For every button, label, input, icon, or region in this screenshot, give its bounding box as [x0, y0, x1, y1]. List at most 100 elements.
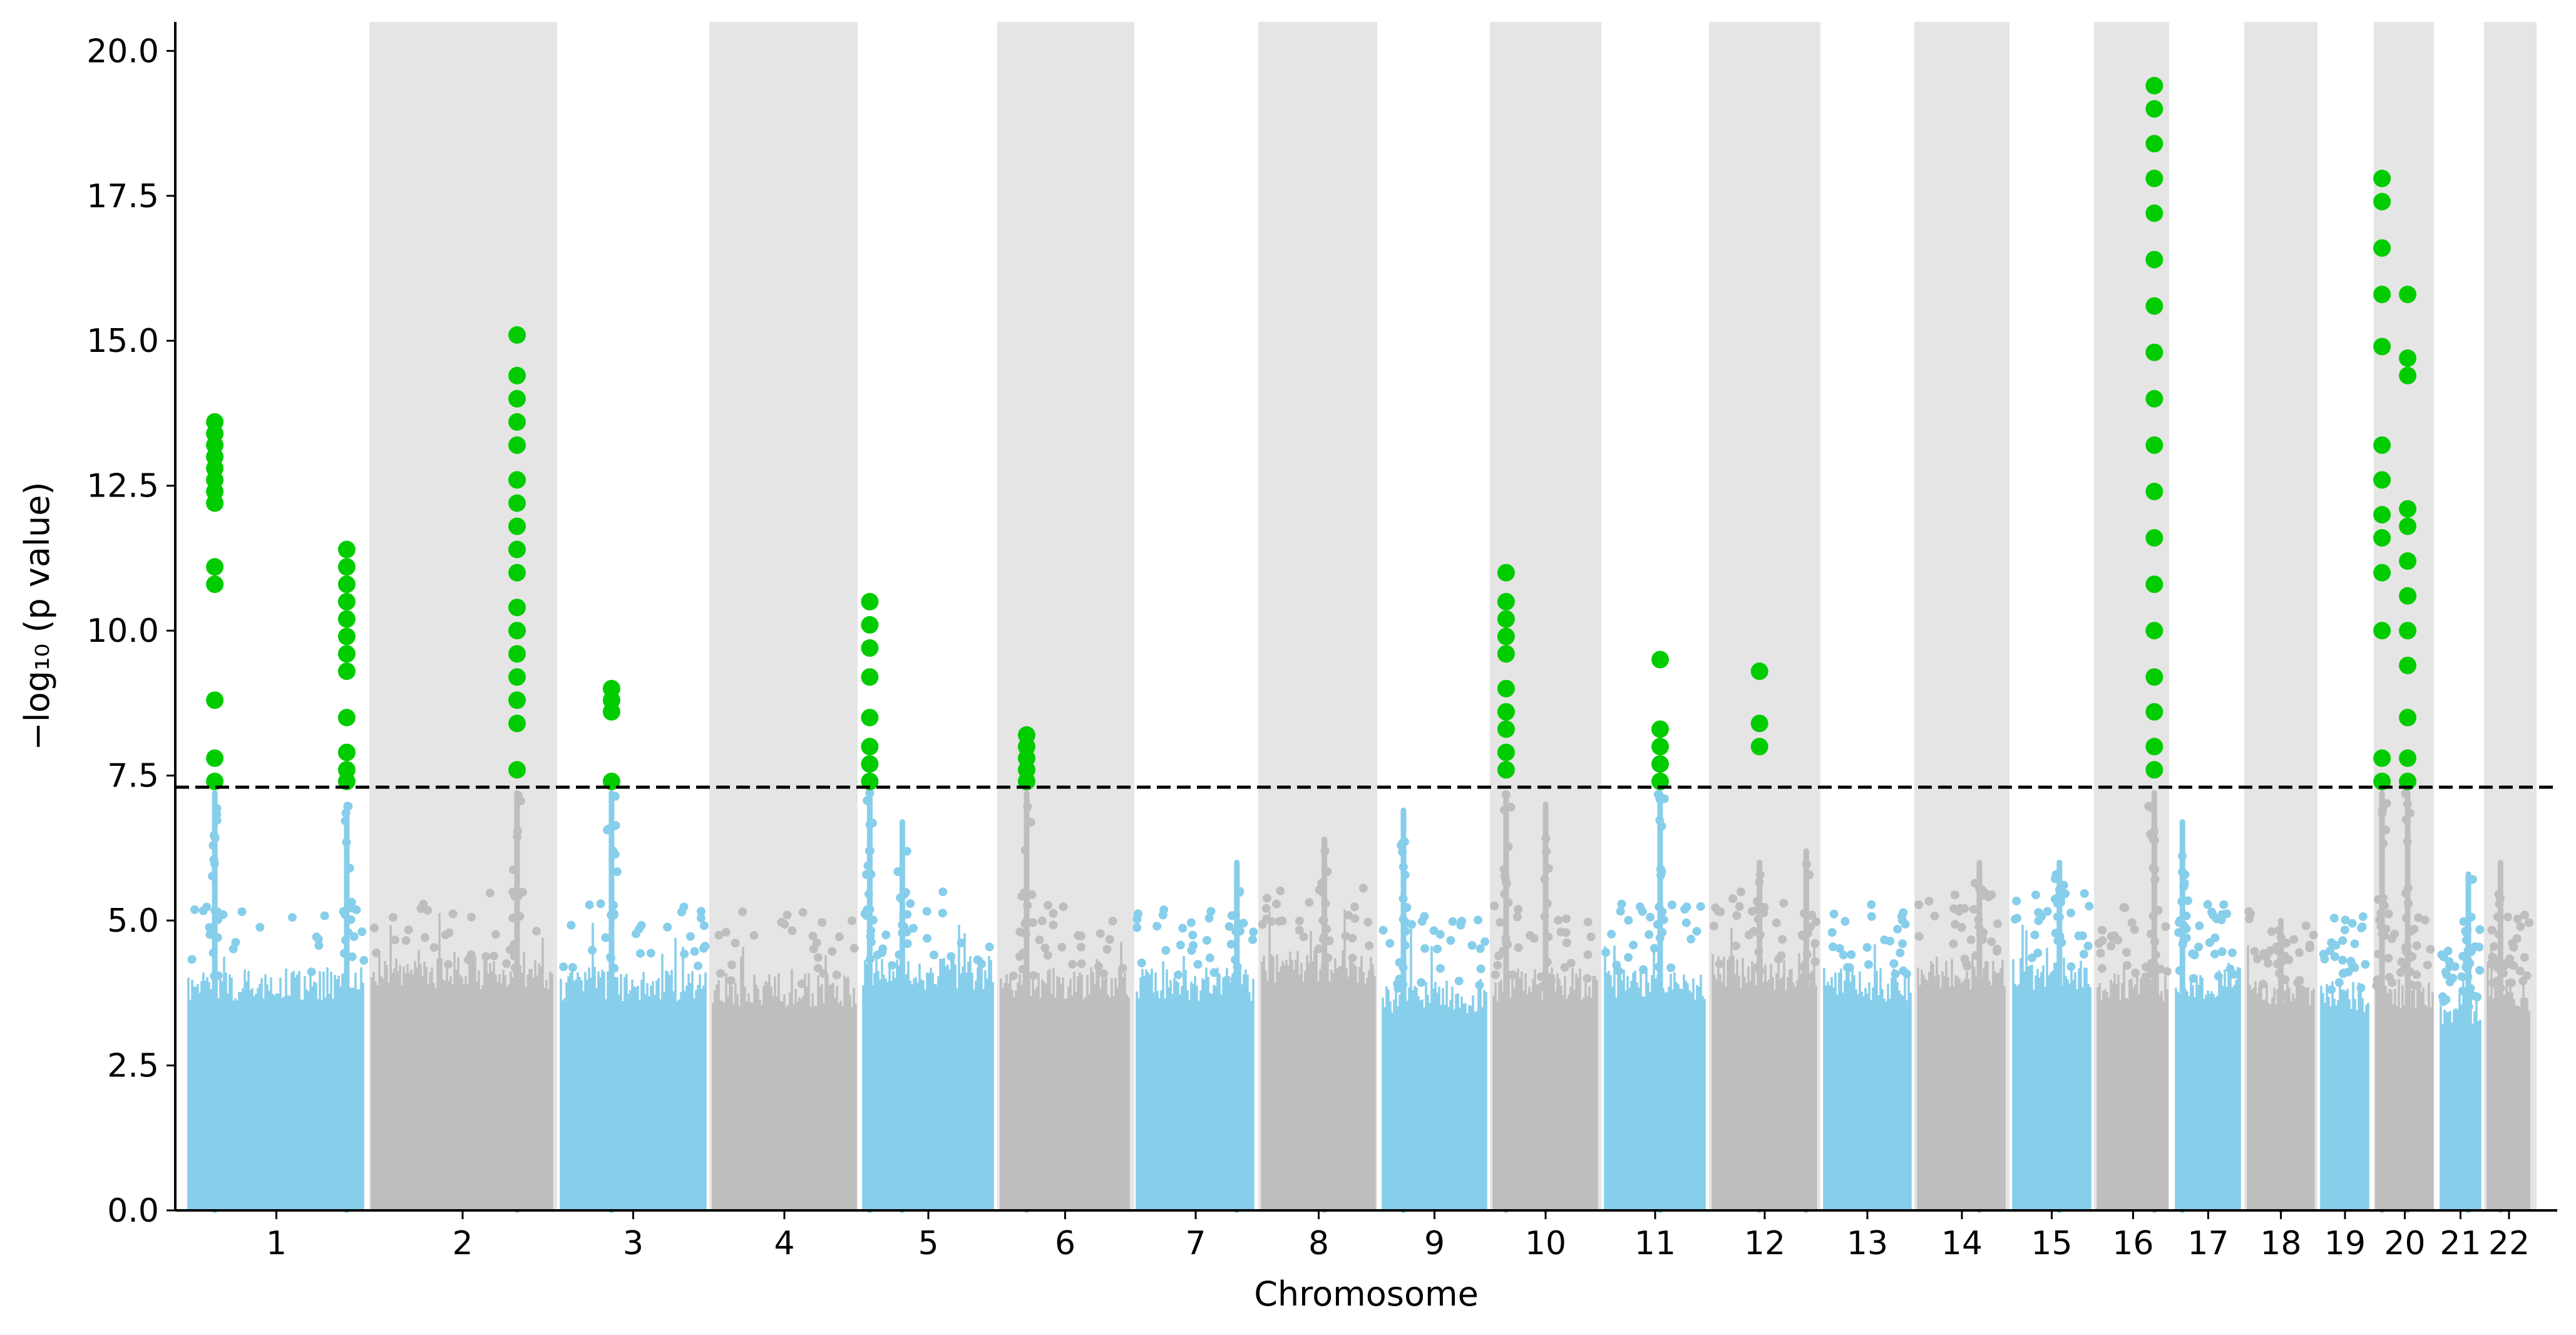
chromosome-12-points [1709, 662, 1821, 1214]
data-point [2033, 949, 2043, 957]
data-point [2309, 930, 2318, 940]
data-point [2461, 928, 2471, 937]
data-point [2488, 978, 2498, 987]
data-point [2401, 914, 2411, 923]
data-point [2279, 1012, 2288, 1021]
data-point [1178, 924, 1188, 933]
data-point [2404, 899, 2413, 908]
chromosome-21-body [2440, 979, 2481, 1210]
data-point [957, 938, 966, 947]
data-point [646, 949, 655, 958]
data-point [727, 960, 736, 969]
data-point [1667, 900, 1676, 910]
data-point [2426, 945, 2435, 954]
data-point [1040, 943, 1050, 952]
data-point [2487, 925, 2496, 935]
data-point [1021, 929, 1030, 939]
data-point [352, 905, 361, 914]
significant-point [2399, 286, 2417, 304]
significant-point [2399, 366, 2417, 384]
data-point [359, 956, 369, 965]
data-point [1446, 936, 1455, 945]
significant-point [1497, 761, 1515, 779]
significant-point [508, 761, 526, 779]
significant-point [2399, 517, 2417, 535]
data-point [1562, 938, 1571, 947]
data-point [2293, 978, 2302, 987]
data-point [895, 981, 904, 991]
significant-point [337, 627, 356, 646]
data-point [873, 951, 882, 959]
data-point [1020, 845, 1030, 855]
data-point [2509, 961, 2518, 971]
data-point [808, 931, 818, 941]
data-point [2252, 954, 2262, 964]
chromosome-17-points [2174, 819, 2241, 1214]
y-tick-label: 2.5 [107, 1048, 159, 1085]
data-point [509, 940, 518, 949]
data-point [922, 907, 931, 916]
data-point [1960, 904, 1969, 913]
significant-point [2399, 552, 2417, 570]
chromosome-18-points [2244, 907, 2318, 1214]
data-point [2490, 942, 2499, 951]
data-point [1745, 930, 1753, 939]
data-point [312, 932, 321, 942]
significant-point [1651, 738, 1669, 756]
data-point [819, 969, 828, 978]
data-point [2080, 889, 2089, 898]
data-point [1205, 953, 1214, 962]
data-point [1224, 922, 1234, 931]
data-point [510, 952, 519, 961]
significant-point [2145, 529, 2163, 547]
data-point [1457, 917, 1466, 926]
data-point [2381, 825, 2391, 835]
x-tick-label-5: 5 [918, 1225, 938, 1262]
x-tick-label-12: 12 [1744, 1225, 1785, 1262]
data-point [908, 924, 918, 933]
data-point [899, 910, 908, 919]
data-point [1544, 864, 1553, 873]
data-point [663, 922, 672, 932]
data-point [1152, 922, 1162, 931]
data-point [1261, 904, 1271, 913]
data-point [1951, 920, 1960, 929]
data-point [788, 926, 797, 936]
chromosome-15-points [2011, 860, 2094, 1214]
data-point [2413, 981, 2422, 990]
data-point [2267, 927, 2276, 936]
data-point [1262, 894, 1271, 903]
data-point [2473, 992, 2482, 1002]
data-point [1862, 943, 1872, 952]
data-point [1417, 917, 1427, 926]
data-point [690, 947, 699, 956]
data-point [2348, 919, 2357, 928]
data-point [320, 911, 329, 920]
data-point [441, 930, 450, 939]
data-point [2051, 870, 2061, 879]
data-point [973, 955, 982, 964]
data-point [714, 930, 724, 940]
data-point [1076, 942, 1085, 952]
data-point [2277, 941, 2286, 950]
data-point [1845, 963, 1854, 972]
data-point [1514, 905, 1523, 914]
data-point [1731, 941, 1740, 951]
data-point [212, 804, 222, 813]
data-point [1540, 912, 1549, 921]
data-point [1715, 959, 1724, 969]
data-point [2051, 1009, 2061, 1018]
data-point [288, 913, 297, 922]
data-point [606, 954, 615, 962]
data-point [2518, 976, 2528, 986]
data-point [1378, 925, 1388, 935]
data-point [2338, 936, 2348, 946]
data-point [1321, 899, 1330, 908]
data-point [2401, 789, 2410, 798]
data-point [2403, 837, 2412, 846]
data-point [341, 910, 350, 919]
data-point [896, 893, 905, 902]
data-point [1976, 989, 1986, 999]
significant-point [2145, 703, 2163, 721]
